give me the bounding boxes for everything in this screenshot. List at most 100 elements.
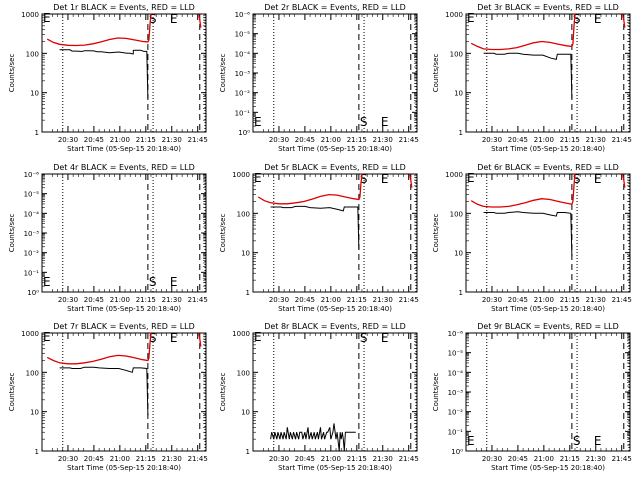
y-tick-label: 10 (454, 250, 463, 258)
y-axis-label: Counts/sec (219, 54, 227, 93)
y-axis-label: Counts/sec (8, 54, 16, 93)
y-axis-label: Counts/sec (432, 373, 440, 412)
x-tick-label: 21:15 (347, 455, 367, 463)
x-tick-label: 20:30 (58, 296, 78, 304)
start-marker: S (360, 331, 368, 345)
end-marker: E (594, 434, 602, 448)
x-tick-label: 21:45 (399, 136, 419, 144)
plot-frame (252, 332, 418, 452)
x-axis-label: Start Time (05-Sep-15 20:18:40) (67, 464, 181, 472)
x-tick-label: 21:30 (162, 455, 182, 463)
plot-frame (465, 332, 631, 452)
x-tick-label: 20:30 (482, 455, 502, 463)
y-tick-label: 10⁻³ (235, 70, 251, 78)
y-tick-label: 10⁻¹ (235, 109, 251, 117)
x-tick-label: 21:00 (534, 296, 554, 304)
y-tick-label: 1000 (232, 330, 250, 338)
x-tick-label: 20:30 (269, 455, 289, 463)
y-axis-label: Counts/sec (8, 214, 16, 253)
left-e-marker: E (467, 171, 475, 185)
left-e-marker: E (254, 171, 262, 185)
x-tick-label: 20:45 (508, 455, 528, 463)
y-tick-label: 10 (30, 409, 39, 417)
chart-panel-4: Det 4r BLACK = Events, RED = LLD Counts/s… (8, 163, 208, 313)
x-tick-label: 21:45 (399, 296, 419, 304)
chart-title: Det 1r BLACK = Events, RED = LLD (53, 3, 195, 12)
x-tick-label: 21:00 (321, 455, 341, 463)
end-marker: E (170, 12, 178, 26)
series-lld (257, 173, 363, 205)
x-axis-label: Start Time (05-Sep-15 20:18:40) (67, 305, 181, 313)
left-e-marker: E (43, 11, 51, 25)
left-e-marker: E (254, 330, 262, 344)
chart-title: Det 5r BLACK = Events, RED = LLD (264, 163, 406, 172)
y-tick-label: 10⁻² (448, 409, 464, 417)
y-tick-label: 100 (237, 210, 250, 218)
y-tick-label: 10⁻² (24, 250, 40, 258)
y-axis-label: Counts/sec (432, 54, 440, 93)
x-axis-label: Start Time (05-Sep-15 20:18:40) (278, 464, 392, 472)
y-tick-label: 10⁻⁵ (24, 191, 40, 199)
y-tick-label: 10 (241, 250, 250, 258)
series-lld-tail (409, 173, 413, 188)
x-tick-label: 21:00 (321, 296, 341, 304)
y-tick-label: 100 (237, 369, 250, 377)
x-tick-label: 21:30 (373, 455, 393, 463)
x-tick-label: 21:15 (136, 455, 156, 463)
y-tick-label: 10⁻⁶ (235, 11, 251, 19)
y-tick-label: 1000 (21, 330, 39, 338)
chart-title: Det 4r BLACK = Events, RED = LLD (53, 163, 195, 172)
plot-frame (252, 13, 418, 133)
x-tick-label: 21:45 (612, 136, 632, 144)
x-tick-label: 21:30 (586, 136, 606, 144)
x-tick-label: 21:45 (399, 455, 419, 463)
chart-panel-8: Det 8r BLACK = Events, RED = LLD Counts/s… (219, 322, 419, 472)
series-lld-tail (622, 173, 626, 188)
y-tick-label: 10⁰ (238, 129, 250, 137)
chart-title: Det 8r BLACK = Events, RED = LLD (264, 322, 406, 331)
x-tick-label: 21:00 (110, 455, 130, 463)
start-marker: S (360, 115, 368, 129)
chart-title: Det 7r BLACK = Events, RED = LLD (53, 322, 195, 331)
x-tick-label: 21:00 (534, 136, 554, 144)
series-lld-tail (622, 13, 626, 28)
end-marker: E (170, 275, 178, 289)
y-tick-label: 10 (454, 90, 463, 98)
series-lld-tail (198, 332, 202, 347)
y-tick-label: 100 (26, 369, 39, 377)
chart-title: Det 6r BLACK = Events, RED = LLD (477, 163, 619, 172)
x-tick-label: 20:45 (295, 136, 315, 144)
y-tick-label: 10⁻⁶ (24, 171, 40, 179)
x-tick-label: 21:00 (534, 455, 554, 463)
series-events (59, 366, 149, 416)
y-tick-label: 10⁻⁵ (235, 31, 251, 39)
left-e-marker: E (43, 330, 51, 344)
x-tick-label: 21:45 (188, 455, 208, 463)
plot-frame (465, 13, 631, 133)
y-tick-label: 10⁻³ (24, 230, 40, 238)
x-tick-label: 20:30 (269, 296, 289, 304)
x-tick-label: 20:45 (84, 455, 104, 463)
x-tick-label: 20:45 (84, 296, 104, 304)
series-lld (46, 332, 152, 365)
x-tick-label: 20:30 (482, 296, 502, 304)
x-tick-label: 21:15 (347, 136, 367, 144)
chart-title: Det 3r BLACK = Events, RED = LLD (477, 3, 619, 12)
x-tick-label: 20:45 (84, 136, 104, 144)
plot-frame (41, 332, 207, 452)
y-tick-label: 10⁻⁴ (235, 50, 251, 58)
y-axis-label: Counts/sec (219, 214, 227, 253)
x-tick-label: 20:30 (269, 136, 289, 144)
y-tick-label: 10⁻² (235, 90, 251, 98)
y-tick-label: 10⁻⁴ (24, 210, 40, 218)
x-tick-label: 21:15 (136, 136, 156, 144)
y-tick-label: 100 (450, 210, 463, 218)
x-tick-label: 21:00 (321, 136, 341, 144)
series-events (483, 52, 573, 99)
series-events (270, 423, 356, 452)
y-tick-label: 10⁰ (451, 448, 463, 456)
end-marker: E (381, 115, 389, 129)
end-marker: E (594, 12, 602, 26)
y-tick-label: 10⁻⁴ (448, 369, 464, 377)
x-tick-label: 21:15 (347, 296, 367, 304)
